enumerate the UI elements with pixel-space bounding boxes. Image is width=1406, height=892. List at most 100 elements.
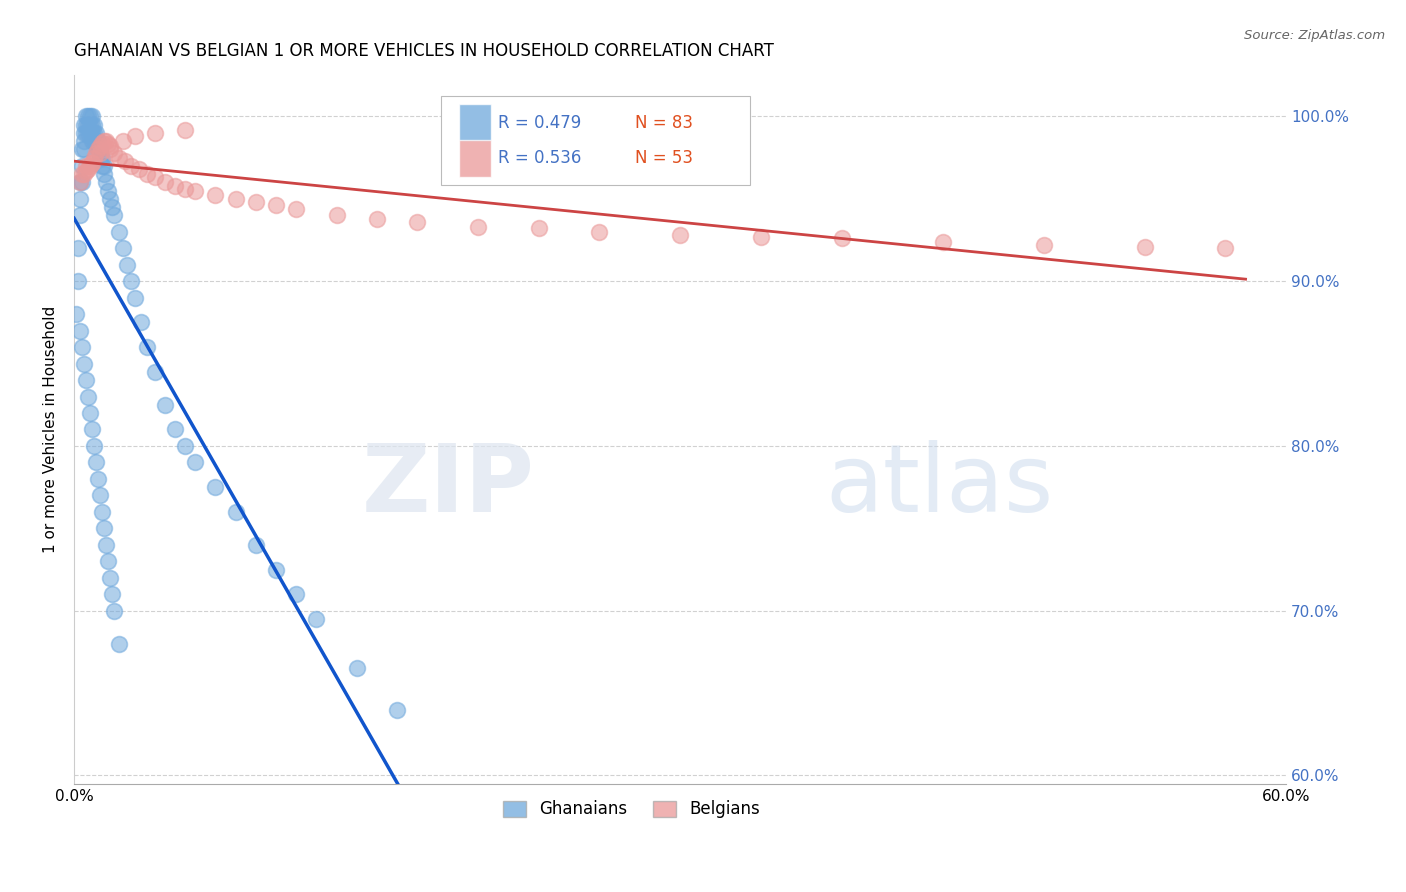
Point <box>93 521 115 535</box>
Point <box>70 159 93 173</box>
Point <box>91 136 114 150</box>
Point <box>128 162 150 177</box>
Point <box>100 139 122 153</box>
Point <box>103 604 125 618</box>
Point <box>96 134 118 148</box>
Point <box>91 151 114 165</box>
Point <box>73 134 96 148</box>
Point <box>82 422 104 436</box>
Point <box>83 134 105 148</box>
Point <box>70 142 93 156</box>
Point <box>153 398 176 412</box>
Point <box>69 192 91 206</box>
Point <box>65 307 87 321</box>
Point <box>69 175 91 189</box>
Point <box>225 192 247 206</box>
Point <box>103 208 125 222</box>
Point <box>165 178 187 193</box>
Point <box>103 145 125 160</box>
Point <box>184 455 207 469</box>
Point <box>120 274 142 288</box>
Point <box>143 170 166 185</box>
Point <box>101 200 124 214</box>
Point <box>114 153 136 168</box>
Point <box>70 167 93 181</box>
Point <box>135 340 157 354</box>
Point <box>527 221 550 235</box>
Point <box>153 175 176 189</box>
Point <box>82 155 104 169</box>
Text: N = 53: N = 53 <box>636 149 693 167</box>
Point <box>77 126 100 140</box>
Point <box>285 202 308 216</box>
Point <box>89 142 111 156</box>
Point <box>97 137 120 152</box>
FancyBboxPatch shape <box>460 104 491 141</box>
Point <box>111 241 134 255</box>
Point <box>79 126 101 140</box>
Point <box>77 390 100 404</box>
Point <box>84 455 107 469</box>
Point <box>325 208 347 222</box>
Point <box>305 612 328 626</box>
Point <box>69 208 91 222</box>
Point <box>669 227 692 242</box>
Point <box>79 109 101 123</box>
Point <box>89 145 111 160</box>
Point <box>174 122 197 136</box>
Point <box>79 159 101 173</box>
Point <box>77 162 100 177</box>
Point <box>204 188 226 202</box>
Point <box>84 126 107 140</box>
Point <box>69 324 91 338</box>
Point <box>73 357 96 371</box>
Point <box>82 155 104 169</box>
Point <box>588 225 610 239</box>
Point <box>75 118 97 132</box>
Point <box>143 365 166 379</box>
Point <box>84 134 107 148</box>
Point <box>91 159 114 173</box>
Point <box>87 142 110 156</box>
Point <box>931 235 953 249</box>
Point <box>749 229 772 244</box>
Text: ZIP: ZIP <box>361 440 534 533</box>
FancyBboxPatch shape <box>460 140 491 177</box>
Point <box>467 219 489 234</box>
Text: Source: ZipAtlas.com: Source: ZipAtlas.com <box>1244 29 1385 42</box>
Point <box>87 472 110 486</box>
Point <box>1032 238 1054 252</box>
Point <box>225 505 247 519</box>
Point <box>96 538 118 552</box>
Point <box>124 291 146 305</box>
Point <box>96 175 118 189</box>
Point <box>91 505 114 519</box>
Y-axis label: 1 or more Vehicles in Household: 1 or more Vehicles in Household <box>44 306 58 553</box>
Point <box>406 215 429 229</box>
Point <box>67 241 90 255</box>
Point <box>82 126 104 140</box>
Point <box>75 163 97 178</box>
Point <box>204 480 226 494</box>
Point <box>111 134 134 148</box>
Point <box>366 211 388 226</box>
Point <box>73 126 96 140</box>
Point <box>100 571 122 585</box>
Point <box>73 142 96 156</box>
Point <box>107 637 129 651</box>
Point <box>165 422 187 436</box>
Point <box>93 159 115 173</box>
Point <box>97 554 120 568</box>
Point <box>245 195 267 210</box>
Point <box>97 184 120 198</box>
Point <box>89 139 111 153</box>
Point <box>184 184 207 198</box>
Point <box>83 151 105 165</box>
Point <box>75 126 97 140</box>
Point <box>83 126 105 140</box>
Point <box>75 159 97 173</box>
Point <box>101 587 124 601</box>
Point <box>120 159 142 173</box>
Point <box>264 198 287 212</box>
Text: R = 0.479: R = 0.479 <box>498 113 582 132</box>
